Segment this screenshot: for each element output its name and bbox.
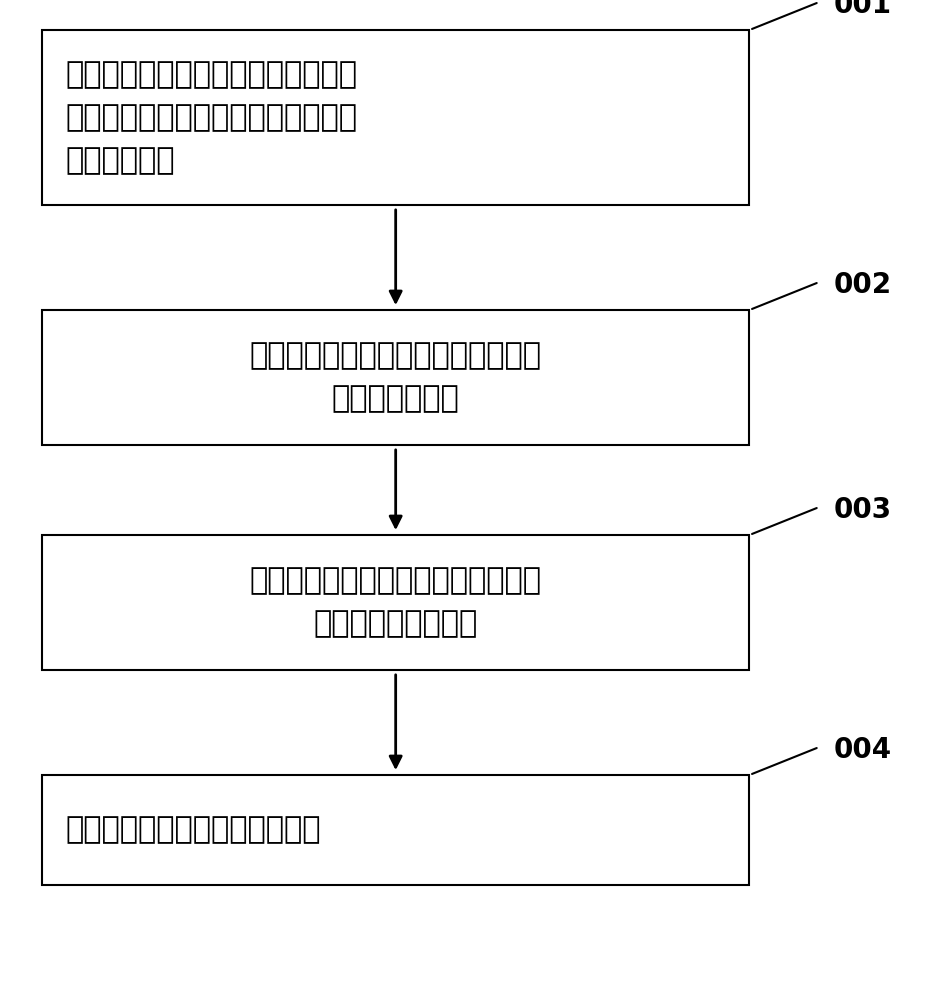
Text: 003: 003 [833, 496, 891, 524]
Text: 004: 004 [833, 736, 891, 764]
Text: 按照放射性水平将放射性树脂分为低
放树脂和中放树脂并分别容置于树脂
暂存箱中暂存: 按照放射性水平将放射性树脂分为低 放树脂和中放树脂并分别容置于树脂 暂存箱中暂存 [65, 60, 358, 175]
FancyBboxPatch shape [42, 30, 749, 205]
Text: 将混合后的低放树脂和中放树脂装填
到废树脂包装容器中: 将混合后的低放树脂和中放树脂装填 到废树脂包装容器中 [250, 567, 542, 638]
Text: 暂存足够时间后，将低放树脂和中放
树脂混合并搅拌: 暂存足够时间后，将低放树脂和中放 树脂混合并搅拌 [250, 342, 542, 413]
Text: 将废树脂包装容器进行脱水操作: 将废树脂包装容器进行脱水操作 [65, 816, 320, 844]
Text: 002: 002 [833, 271, 891, 299]
FancyBboxPatch shape [42, 775, 749, 885]
FancyBboxPatch shape [42, 310, 749, 445]
FancyBboxPatch shape [42, 535, 749, 670]
Text: 001: 001 [833, 0, 891, 19]
